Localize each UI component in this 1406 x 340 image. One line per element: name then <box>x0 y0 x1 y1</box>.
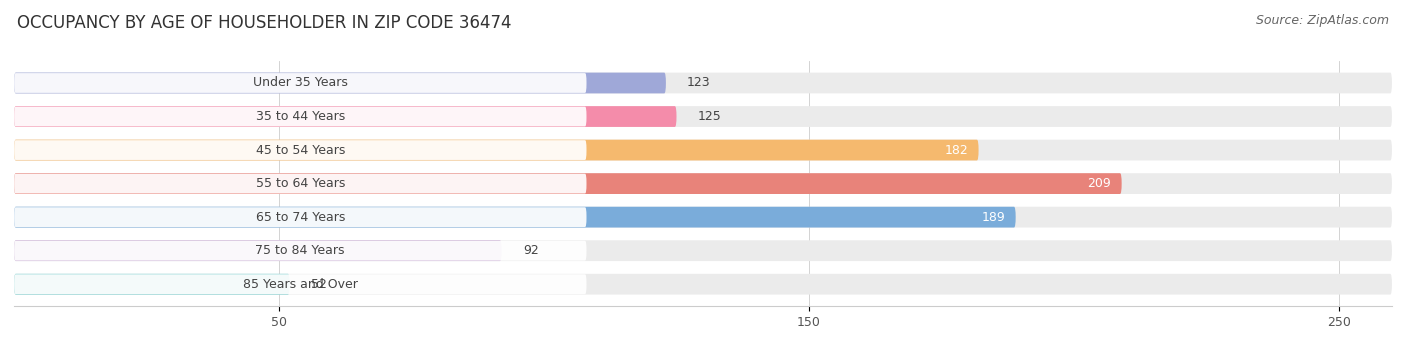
Text: 65 to 74 Years: 65 to 74 Years <box>256 211 344 224</box>
Text: Source: ZipAtlas.com: Source: ZipAtlas.com <box>1256 14 1389 27</box>
FancyBboxPatch shape <box>14 274 1392 294</box>
FancyBboxPatch shape <box>14 241 586 260</box>
Text: OCCUPANCY BY AGE OF HOUSEHOLDER IN ZIP CODE 36474: OCCUPANCY BY AGE OF HOUSEHOLDER IN ZIP C… <box>17 14 512 32</box>
Text: 85 Years and Over: 85 Years and Over <box>243 278 357 291</box>
FancyBboxPatch shape <box>14 207 586 227</box>
FancyBboxPatch shape <box>14 173 1122 194</box>
FancyBboxPatch shape <box>14 73 586 93</box>
FancyBboxPatch shape <box>14 140 979 160</box>
Text: 209: 209 <box>1087 177 1111 190</box>
FancyBboxPatch shape <box>14 106 1392 127</box>
Text: 125: 125 <box>697 110 721 123</box>
FancyBboxPatch shape <box>14 107 586 126</box>
FancyBboxPatch shape <box>14 73 1392 94</box>
Text: 35 to 44 Years: 35 to 44 Years <box>256 110 344 123</box>
Text: 75 to 84 Years: 75 to 84 Years <box>256 244 344 257</box>
Text: Under 35 Years: Under 35 Years <box>253 76 347 89</box>
FancyBboxPatch shape <box>14 173 1392 194</box>
FancyBboxPatch shape <box>14 140 586 160</box>
Text: 55 to 64 Years: 55 to 64 Years <box>256 177 344 190</box>
FancyBboxPatch shape <box>14 274 290 294</box>
FancyBboxPatch shape <box>14 174 586 193</box>
FancyBboxPatch shape <box>14 106 676 127</box>
FancyBboxPatch shape <box>14 274 586 294</box>
FancyBboxPatch shape <box>14 240 502 261</box>
FancyBboxPatch shape <box>14 73 666 94</box>
FancyBboxPatch shape <box>14 240 1392 261</box>
Text: 123: 123 <box>688 76 710 89</box>
Text: 92: 92 <box>523 244 538 257</box>
Text: 45 to 54 Years: 45 to 54 Years <box>256 143 344 156</box>
FancyBboxPatch shape <box>14 140 1392 160</box>
FancyBboxPatch shape <box>14 207 1392 227</box>
Text: 189: 189 <box>981 211 1005 224</box>
FancyBboxPatch shape <box>14 207 1015 227</box>
Text: 182: 182 <box>945 143 967 156</box>
Text: 52: 52 <box>311 278 326 291</box>
